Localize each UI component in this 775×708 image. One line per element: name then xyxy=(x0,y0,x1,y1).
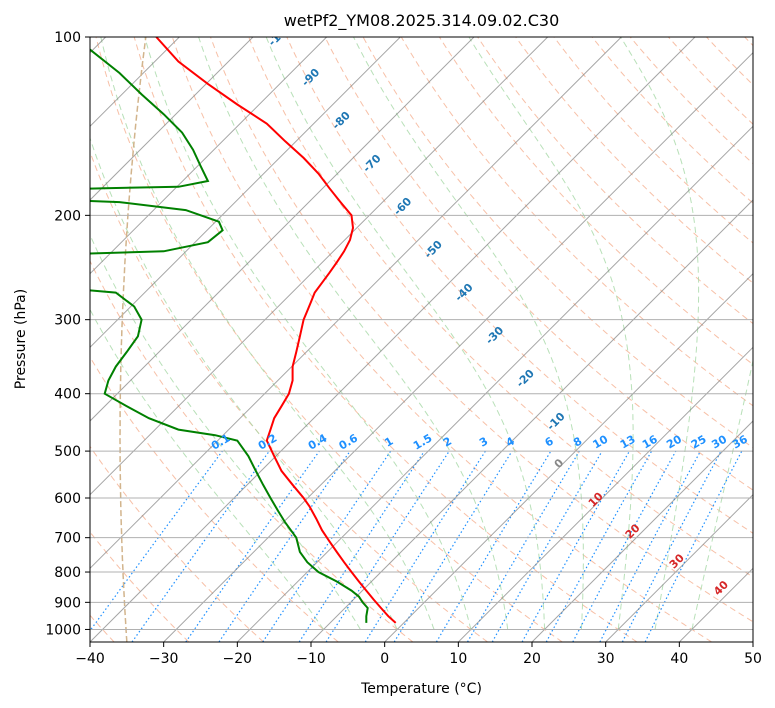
background-lines xyxy=(90,37,753,642)
x-tick-label: −10 xyxy=(296,651,326,667)
chart-title: wetPf2_YM08.2025.314.09.02.C30 xyxy=(284,11,560,31)
moist-adiabat-line xyxy=(144,37,472,630)
dry-adiabat-line xyxy=(171,37,712,642)
plot-frame xyxy=(89,36,754,643)
isotherm-line xyxy=(90,37,549,496)
moist-adiabat-line xyxy=(265,37,546,630)
moist-adiabat-line xyxy=(691,358,753,630)
y-axis-label: Pressure (hPa) xyxy=(13,289,29,389)
dry-adiabat-line xyxy=(286,37,753,534)
stability-curve xyxy=(119,37,147,642)
dewpoint-profile-line xyxy=(90,48,369,623)
mixing-ratio-line xyxy=(298,450,425,642)
isotherm-line xyxy=(90,37,475,422)
x-tick-label: −30 xyxy=(149,651,179,667)
mixing-ratio-line xyxy=(521,450,631,642)
y-tick-label: 900 xyxy=(54,595,81,611)
moist-adiabat-line xyxy=(100,37,435,630)
mixing-ratio-line xyxy=(572,450,677,642)
dry-adiabat-line xyxy=(133,37,638,642)
isotherm-label: -100 xyxy=(266,20,295,49)
x-tick-label: 10 xyxy=(449,651,467,667)
y-tick-label: 800 xyxy=(54,565,81,581)
mixing-ratio-line xyxy=(185,450,320,642)
x-tick-label: 30 xyxy=(597,651,615,667)
x-tick-label: 50 xyxy=(744,651,762,667)
y-tick-label: 400 xyxy=(54,387,81,403)
isotherm-line xyxy=(384,272,753,642)
x-axis-label: Temperature (°C) xyxy=(360,681,482,697)
x-tick-label: 40 xyxy=(670,651,688,667)
moist-adiabat-line xyxy=(90,233,361,630)
y-tick-label: 700 xyxy=(54,531,81,547)
isotherm-line xyxy=(90,37,254,201)
isotherm-line xyxy=(310,199,753,642)
mixing-ratio-line xyxy=(545,450,653,642)
dry-adiabat-line xyxy=(210,37,753,623)
moist-adiabat-line xyxy=(620,37,700,630)
mixing-ratio-line xyxy=(644,450,743,642)
isotherm-line xyxy=(236,125,753,642)
y-tick-label: 300 xyxy=(54,313,81,329)
isotherm-line xyxy=(90,37,328,275)
isotherm-line xyxy=(605,493,753,642)
dry-adiabat-line xyxy=(515,37,753,284)
mixing-ratio-line xyxy=(393,450,513,642)
x-tick-label: 0 xyxy=(380,651,389,667)
moist-adiabat-line xyxy=(468,37,634,630)
dry-adiabat-line xyxy=(90,259,414,642)
isotherm-line xyxy=(457,346,753,642)
mixing-ratio-line xyxy=(131,450,270,642)
pressure-grid xyxy=(90,37,753,630)
moist-adiabat-line xyxy=(90,308,324,630)
dry-adiabat-line xyxy=(248,37,753,578)
dry-adiabat-line xyxy=(95,37,563,642)
y-tick-label: 200 xyxy=(54,208,81,224)
moist-adiabat-line xyxy=(90,136,398,630)
y-tick-label: 600 xyxy=(54,491,81,507)
temperature-profile-line xyxy=(155,37,397,624)
profile-series xyxy=(90,37,397,624)
mixing-ratio-line xyxy=(218,450,351,642)
y-tick-label: 100 xyxy=(54,30,81,46)
moist-adiabat-line xyxy=(198,37,509,630)
dry-adiabat-line xyxy=(90,356,339,642)
isotherm-line xyxy=(90,37,622,570)
dry-adiabat-line xyxy=(90,445,264,642)
isotherm-line xyxy=(90,37,696,642)
axis-ticks: −40 −30 −20 −10 0 10 20 30 40 50 100 200 300 400 500 60… xyxy=(45,30,762,667)
x-tick-label: −40 xyxy=(75,651,105,667)
isotherm-line xyxy=(90,37,401,349)
x-tick-label: −20 xyxy=(223,651,253,667)
y-tick-label: 500 xyxy=(54,444,81,460)
moist-adiabat-line xyxy=(353,37,584,630)
x-tick-label: 20 xyxy=(523,651,541,667)
mixing-ratio-line xyxy=(325,450,450,642)
mixing-ratio-line xyxy=(262,450,392,642)
isotherm-line xyxy=(531,420,753,642)
y-tick-label: 1000 xyxy=(45,622,81,638)
dry-adiabat-line xyxy=(324,37,753,491)
isotherm-line xyxy=(163,51,753,642)
mixing-ratio-line xyxy=(90,450,223,632)
